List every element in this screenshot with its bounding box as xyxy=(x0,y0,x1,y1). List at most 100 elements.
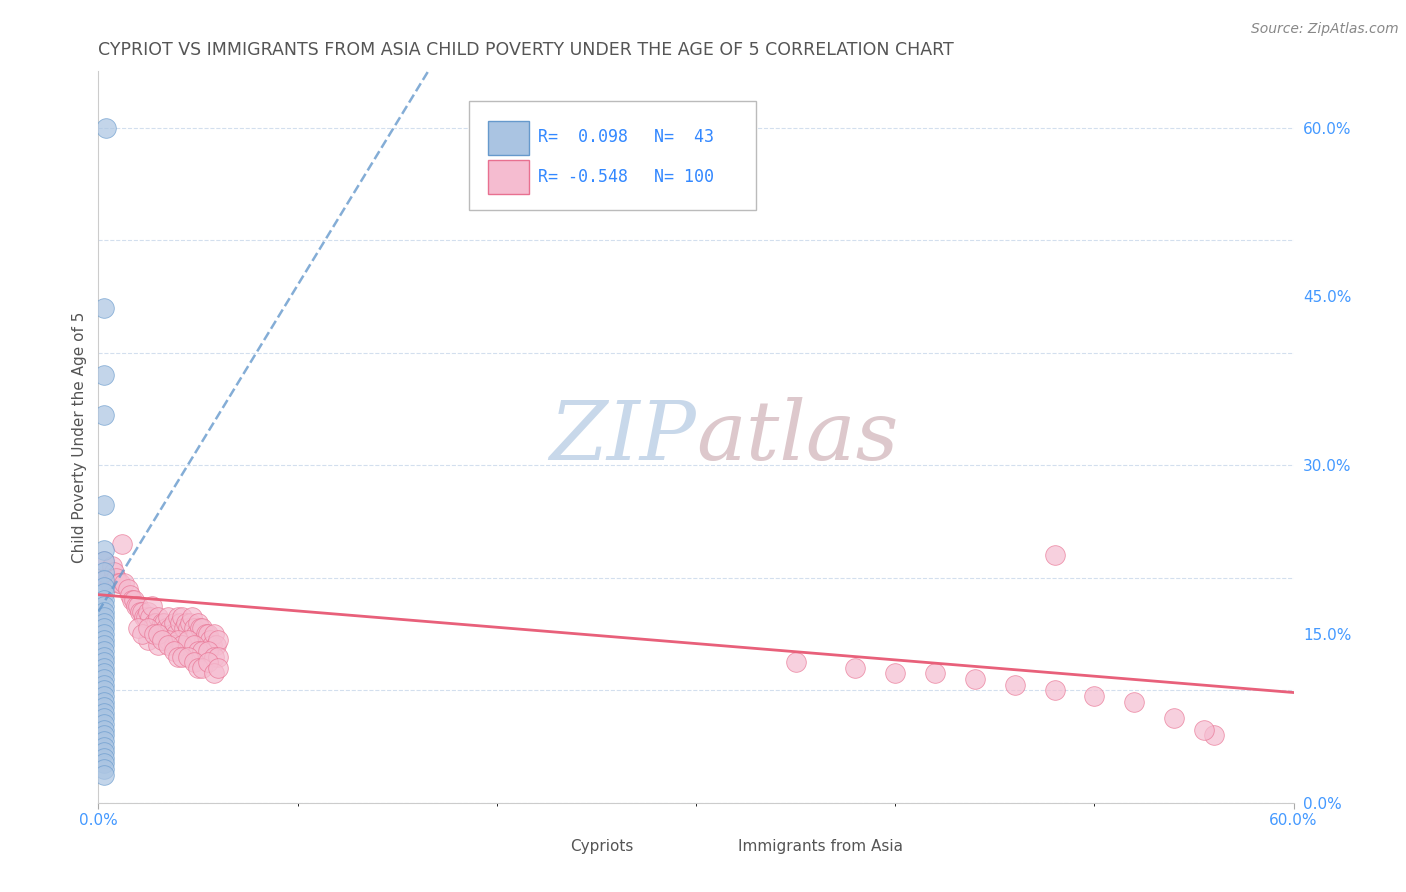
Point xyxy=(101,559,124,574)
Point xyxy=(201,638,224,652)
Point xyxy=(93,615,115,630)
Point xyxy=(173,621,195,635)
Point xyxy=(157,610,180,624)
Point xyxy=(1123,694,1146,708)
Point xyxy=(105,571,128,585)
Point xyxy=(174,615,197,630)
Point xyxy=(963,672,986,686)
Point xyxy=(202,627,225,641)
FancyBboxPatch shape xyxy=(488,121,529,154)
Point xyxy=(145,615,167,630)
Point xyxy=(125,599,148,613)
FancyBboxPatch shape xyxy=(488,160,529,194)
Point xyxy=(198,632,221,647)
Point xyxy=(93,683,115,698)
Point xyxy=(93,599,115,613)
Point xyxy=(197,644,219,658)
Point xyxy=(110,576,132,591)
Point xyxy=(93,542,115,557)
Point xyxy=(148,610,170,624)
Point xyxy=(93,745,115,759)
Point xyxy=(93,610,115,624)
Point xyxy=(93,627,115,641)
Point xyxy=(96,571,118,585)
Point xyxy=(150,632,173,647)
Point xyxy=(93,717,115,731)
Point xyxy=(183,621,205,635)
Point xyxy=(924,666,946,681)
Point xyxy=(111,537,134,551)
Point xyxy=(1083,689,1105,703)
FancyBboxPatch shape xyxy=(526,838,561,859)
Point xyxy=(93,734,115,748)
Point xyxy=(107,576,129,591)
Point xyxy=(191,661,214,675)
Point xyxy=(136,605,159,619)
Point xyxy=(197,627,219,641)
Point xyxy=(93,672,115,686)
Point xyxy=(93,632,115,647)
Point xyxy=(93,605,115,619)
Point xyxy=(183,638,205,652)
Point xyxy=(184,627,207,641)
FancyBboxPatch shape xyxy=(470,101,756,211)
Point xyxy=(93,649,115,664)
Point xyxy=(121,593,143,607)
Point xyxy=(93,751,115,765)
Point xyxy=(135,610,157,624)
Point xyxy=(136,621,159,635)
Point xyxy=(93,700,115,714)
Point xyxy=(93,689,115,703)
Point xyxy=(93,593,115,607)
Point xyxy=(202,666,225,681)
Text: Source: ZipAtlas.com: Source: ZipAtlas.com xyxy=(1251,22,1399,37)
Point xyxy=(124,593,146,607)
Point xyxy=(193,632,215,647)
Point xyxy=(93,573,115,587)
Point xyxy=(207,632,229,647)
Point xyxy=(93,301,115,315)
Point xyxy=(165,627,187,641)
Point xyxy=(172,649,194,664)
Point xyxy=(167,649,190,664)
Point xyxy=(127,599,149,613)
Point xyxy=(177,632,200,647)
Point xyxy=(197,655,219,669)
Point xyxy=(93,498,115,512)
Point xyxy=(1192,723,1215,737)
Point xyxy=(93,621,115,635)
Point xyxy=(169,615,191,630)
Point xyxy=(93,694,115,708)
Point xyxy=(93,644,115,658)
Point xyxy=(143,627,166,641)
Point xyxy=(1043,683,1066,698)
Point xyxy=(163,615,186,630)
Point xyxy=(187,644,209,658)
Text: N=  43: N= 43 xyxy=(654,128,714,146)
Point xyxy=(181,610,204,624)
Point xyxy=(93,706,115,720)
Point xyxy=(127,621,149,635)
Point xyxy=(131,605,153,619)
Point xyxy=(207,661,229,675)
Point xyxy=(103,565,125,579)
Point xyxy=(149,621,172,635)
Point xyxy=(177,649,200,664)
Point xyxy=(157,638,180,652)
Point xyxy=(141,599,163,613)
Point xyxy=(167,610,190,624)
Point xyxy=(172,610,194,624)
Point xyxy=(97,571,120,585)
Text: CYPRIOT VS IMMIGRANTS FROM ASIA CHILD POVERTY UNDER THE AGE OF 5 CORRELATION CHA: CYPRIOT VS IMMIGRANTS FROM ASIA CHILD PO… xyxy=(98,41,955,59)
Point xyxy=(93,554,115,568)
Point xyxy=(195,627,218,641)
Point xyxy=(172,638,194,652)
Point xyxy=(1163,711,1185,725)
Text: atlas: atlas xyxy=(696,397,898,477)
Point xyxy=(155,621,177,635)
Point xyxy=(112,576,135,591)
Point xyxy=(191,621,214,635)
Point xyxy=(93,408,115,422)
Point xyxy=(93,678,115,692)
Point xyxy=(117,582,139,596)
